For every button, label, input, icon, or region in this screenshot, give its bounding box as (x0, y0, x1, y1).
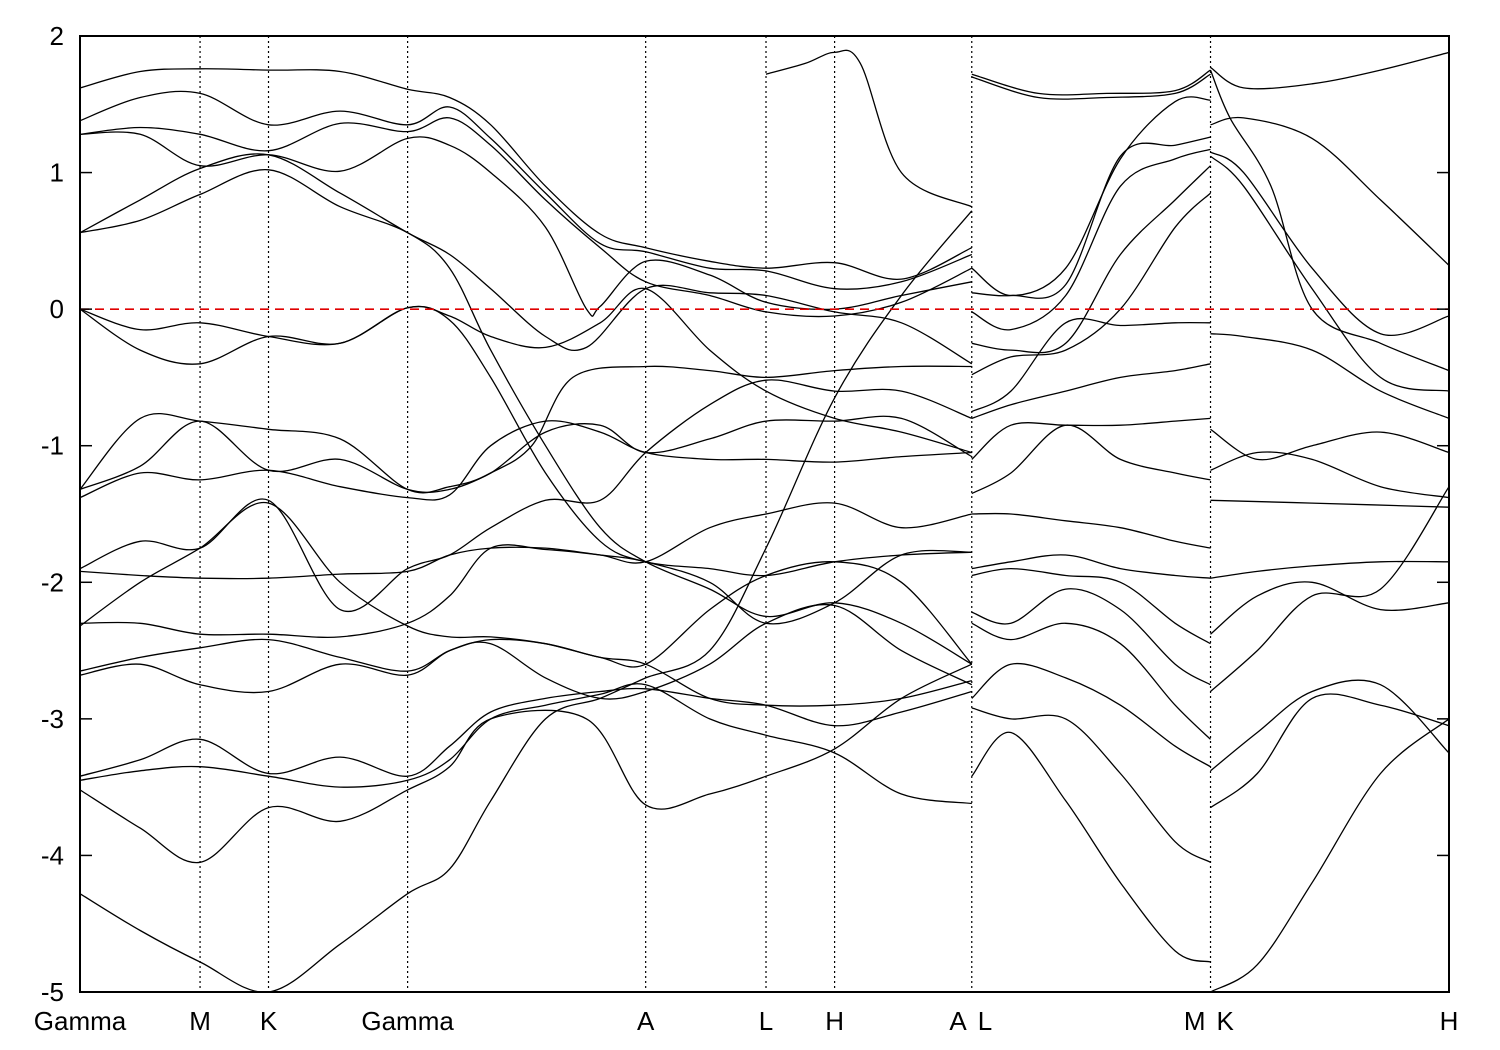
high-symmetry-lines (199, 36, 1212, 992)
band-line-25 (971, 136, 1211, 299)
kpoint-label: A (637, 1006, 655, 1036)
band-line-8 (80, 412, 973, 494)
y-tick-label: -1 (41, 431, 64, 461)
band-line-41 (1210, 51, 1449, 90)
y-tick-label: -3 (41, 704, 64, 734)
band-line-39 (971, 707, 1211, 863)
band-line-28 (971, 192, 1211, 376)
band-line-31 (971, 417, 1211, 460)
band-line-44 (1210, 151, 1449, 336)
band-line-19 (80, 663, 973, 864)
band-line-36 (971, 588, 1211, 686)
band-line-50 (1210, 560, 1449, 579)
band-line-12 (80, 502, 972, 580)
band-line-9 (80, 365, 972, 493)
band-line-5 (80, 169, 973, 665)
band-line-10 (80, 420, 972, 501)
band-line-18 (80, 683, 972, 805)
band-line-33 (971, 512, 1211, 549)
band-line-4 (80, 153, 973, 365)
kpoint-label: Gamma (361, 1006, 454, 1036)
band-line-22 (971, 69, 1211, 96)
band-line-48 (1210, 451, 1449, 499)
band-line-46 (1210, 333, 1449, 420)
band-line-23 (971, 73, 1211, 100)
kpoint-label: K (260, 1006, 278, 1036)
band-line-14 (80, 501, 973, 668)
band-line-37 (971, 622, 1211, 740)
band-line-15 (80, 638, 972, 707)
kpoint-label: K (1217, 1006, 1235, 1036)
band-line-51 (1210, 581, 1449, 635)
band-line-40 (971, 731, 1211, 963)
plot-frame (79, 35, 1450, 993)
band-line-21 (765, 49, 973, 208)
band-line-7 (80, 305, 972, 577)
band-line-34 (971, 554, 1211, 579)
y-tick-label: -2 (41, 567, 64, 597)
band-line-11 (80, 379, 973, 613)
band-line-47 (1210, 428, 1449, 461)
band-line-24 (971, 96, 1211, 297)
band-line-3 (80, 131, 972, 317)
band-line-30 (971, 363, 1211, 420)
kpoint-label: M (1184, 1006, 1206, 1036)
band-line-53 (1210, 679, 1449, 772)
y-tick-label: 2 (50, 21, 64, 51)
band-line-2 (80, 117, 973, 318)
band-line-13 (80, 544, 972, 638)
kpoint-label: L (978, 1006, 992, 1036)
band-line-55 (1210, 718, 1449, 992)
band-line-16 (80, 603, 973, 700)
kpoint-label: H (1440, 1006, 1459, 1036)
kpoint-label: L (759, 1006, 773, 1036)
y-tick-label: -4 (41, 840, 64, 870)
kpoint-label: M (189, 1006, 211, 1036)
band-line-54 (1210, 693, 1449, 809)
kpoint-label: Gamma (34, 1006, 127, 1036)
band-line-49 (1210, 499, 1449, 508)
band-line-35 (971, 567, 1211, 645)
y-tick-label: -5 (41, 977, 64, 1007)
x-axis-labels: Gamma M K Gamma A L H A L M K H (34, 1006, 1459, 1036)
band-line-52 (1210, 486, 1449, 692)
y-tick-label: 0 (50, 294, 64, 324)
band-line-20 (80, 210, 973, 992)
band-lines (80, 49, 1449, 992)
band-line-1 (80, 90, 973, 290)
band-line-45 (1210, 155, 1449, 392)
band-line-26 (971, 148, 1211, 331)
band-line-38 (971, 662, 1211, 768)
kpoint-label: H (825, 1006, 844, 1036)
band-line-43 (1210, 116, 1449, 266)
kpoint-label: A (949, 1006, 967, 1036)
band-line-17 (80, 687, 972, 777)
band-line-32 (971, 424, 1211, 495)
band-line-42 (1209, 69, 1449, 372)
y-axis-ticks: 2 1 0 -1 -2 -3 -4 -5 (41, 21, 1449, 1007)
band-line-6 (80, 287, 972, 454)
y-tick-label: 1 (50, 158, 64, 188)
band-line-29 (971, 317, 1211, 413)
band-line-0 (80, 68, 973, 280)
band-line-27 (971, 165, 1211, 354)
